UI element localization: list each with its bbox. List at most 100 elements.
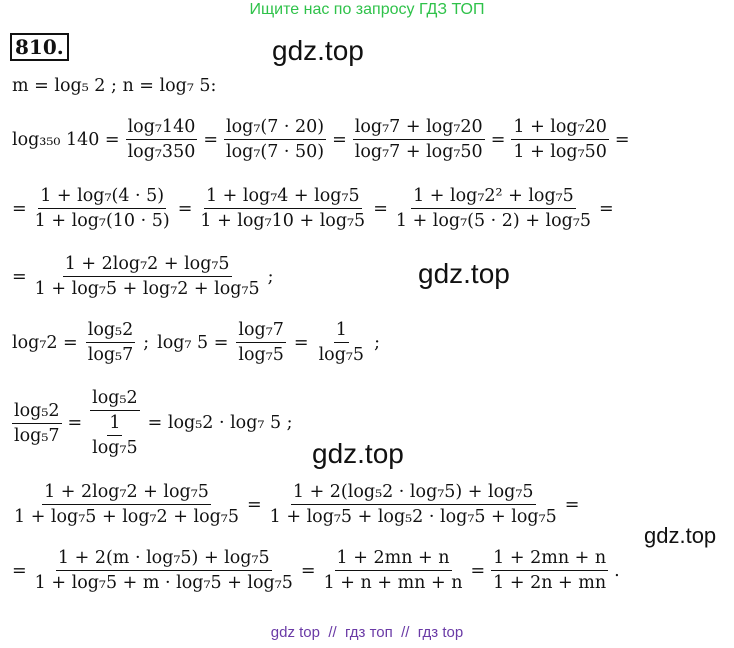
math-text: log₇5 — [238, 345, 284, 365]
math-text: 1 + log₇20 — [513, 117, 607, 137]
math-line: = 1 + 2log₇2 + log₇5 1 + log₇5 + log₇2 + l… — [12, 254, 274, 299]
fraction: 1 + 2(log₅2 · log₇5) + log₇5 1 + log₇5 + … — [268, 482, 559, 527]
numerator: log₅2 — [12, 401, 62, 424]
denominator: 1 + 2n + mn — [491, 571, 608, 593]
math-text: = — [246, 494, 262, 515]
math-text: log₇ 5 = — [157, 332, 229, 353]
fraction: 1 + 2log₇2 + log₇5 1 + log₇5 + log₇2 + lo… — [12, 482, 241, 527]
denominator: log₇7 + log₇50 — [353, 140, 485, 162]
math-text: = log₅2 · log₇ 5 ; — [147, 413, 293, 433]
denominator: 1 + log₇50 — [511, 140, 609, 162]
math-line: 1 + 2log₇2 + log₇5 1 + log₇5 + log₇2 + lo… — [12, 482, 579, 527]
numerator: 1 + 2mn + n — [334, 548, 452, 571]
math-text: = — [300, 560, 316, 581]
denominator: log₇5 — [317, 343, 367, 365]
math-text: log₇5 — [92, 438, 138, 458]
denominator: 1 + log₇(5 · 2) + log₇5 — [394, 209, 593, 231]
math-text: 1 + n + mn + n — [323, 573, 463, 593]
math-text: = — [599, 198, 614, 219]
math-text: log₅2 — [92, 388, 138, 408]
watermark: gdz.top — [418, 258, 510, 289]
math-text: 1 + log₇(5 · 2) + log₇5 — [395, 211, 592, 231]
fraction: 1 + 2log₇2 + log₇5 1 + log₇5 + log₇2 + lo… — [33, 254, 262, 299]
numerator: 1 + log₇2² + log₇5 — [411, 186, 576, 209]
math-text: 1 + log₇10 + log₇5 — [200, 211, 366, 231]
numerator: log₇7 — [236, 320, 286, 343]
denominator: log₅7 — [12, 424, 62, 446]
numerator: 1 — [107, 413, 123, 436]
math-text: log₇7 + log₇50 — [354, 142, 483, 162]
banner[interactable]: Ищите нас по запросу ГДЗ ТОП — [249, 1, 485, 18]
fraction: log₇140 log₇350 — [125, 117, 198, 162]
numerator: log₇140 — [125, 117, 198, 140]
numerator: 1 — [333, 320, 349, 343]
fraction: log₇(7 · 20) log₇(7 · 50) — [224, 117, 327, 162]
numerator: log₅2 — [90, 388, 140, 411]
math-text: log₇140 — [127, 117, 196, 137]
math-text: log₅2 — [87, 320, 134, 340]
math-text: 1 + log₇5 + m · log₇5 + log₇5 — [34, 573, 293, 593]
math-text: 1 + 2mn + n — [493, 548, 607, 568]
math-text: = — [203, 129, 219, 150]
math-text: 1 — [335, 320, 347, 340]
numerator: 1 + 2log₇2 + log₇5 — [62, 254, 232, 277]
problem-number: 810. — [10, 33, 69, 61]
math-text: = — [67, 413, 83, 433]
numerator: log₇(7 · 20) — [224, 117, 327, 140]
math-text: 1 + 2log₇2 + log₇5 — [44, 482, 209, 502]
math-text: 1 — [109, 413, 121, 433]
math-text: log₇7 — [238, 320, 284, 340]
math-text: = — [614, 129, 630, 150]
denominator: log₇350 — [126, 140, 198, 162]
math-text: log₇(7 · 20) — [226, 117, 325, 137]
denominator: 1 + log₇10 + log₇5 — [198, 209, 367, 231]
fraction: 1 + 2mn + n 1 + n + mn + n — [322, 548, 465, 593]
math-line: m = log₅ 2 ; n = log₇ 5: — [12, 76, 216, 96]
math-line: = 1 + log₇(4 · 5) 1 + log₇(10 · 5) = 1 + log… — [12, 186, 614, 231]
math-text: = — [12, 198, 27, 219]
math-text: log₃₅₀ 140 = — [12, 129, 120, 150]
math-text: = — [564, 494, 580, 515]
math-text: 1 + log₇(4 · 5) — [40, 186, 165, 206]
math-line: log₅2 log₅7 = log₅2 1 log₇5 = log₅2 · log₇ 5 ; — [12, 388, 293, 458]
denominator: log₅7 — [86, 343, 136, 365]
math-text: = — [373, 198, 388, 219]
denominator: log₇5 — [236, 343, 286, 365]
denominator: 1 + log₇5 + log₅2 · log₇5 + log₇5 — [268, 505, 559, 527]
math-text: = — [12, 560, 27, 581]
fraction: 1 log₇5 — [317, 320, 367, 365]
fraction: 1 + 2mn + n 1 + 2n + mn — [491, 548, 609, 593]
math-text: 1 + log₇(10 · 5) — [34, 211, 170, 231]
fraction: 1 + log₇(4 · 5) 1 + log₇(10 · 5) — [33, 186, 172, 231]
math-text: 1 + log₇4 + log₇5 — [205, 186, 360, 206]
denominator: log₇(7 · 50) — [224, 140, 326, 162]
math-text: = — [470, 560, 486, 581]
math-line: = 1 + 2(m · log₇5) + log₇5 1 + log₇5 + m ·… — [12, 548, 620, 593]
numerator: 1 + log₇(4 · 5) — [38, 186, 167, 209]
math-text: . — [614, 560, 620, 581]
denominator: 1 log₇5 — [88, 411, 142, 458]
math-text: log₇5 — [318, 345, 365, 365]
numerator: log₅2 — [85, 320, 136, 343]
denominator: 1 + log₇5 + log₇2 + log₇5 — [33, 277, 262, 299]
math-text: log₅7 — [14, 425, 60, 446]
fraction: 1 + log₇2² + log₇5 1 + log₇(5 · 2) + log₇… — [394, 186, 593, 231]
fraction: log₅2 1 log₇5 — [88, 388, 142, 458]
numerator: 1 + log₇20 — [511, 117, 609, 140]
numerator: 1 + 2(log₅2 · log₇5) + log₇5 — [290, 482, 536, 505]
math-text: = — [332, 129, 347, 150]
fraction: log₅2 log₅7 — [85, 320, 136, 365]
math-text: log₇(7 · 50) — [226, 142, 325, 162]
watermark: gdz.top — [272, 35, 364, 66]
watermark: gdz.top — [644, 523, 717, 548]
math-text: 1 + log₇5 + log₅2 · log₇5 + log₇5 — [269, 507, 557, 527]
math-line: log₃₅₀ 140 = log₇140 log₇350 = log₇(7 · 20) l… — [12, 117, 630, 162]
math-text: log₇7 + log₇20 — [354, 117, 483, 137]
denominator: 1 + n + mn + n — [322, 571, 465, 593]
numerator: 1 + 2mn + n — [491, 548, 609, 571]
math-line: log₇2 = log₅2 log₅7; log₇ 5 = log₇7 log₇5 = 1 lo… — [12, 320, 380, 365]
math-text: 1 + log₇5 + log₇2 + log₇5 — [14, 507, 239, 527]
fraction: 1 + 2(m · log₇5) + log₇5 1 + log₇5 + m · … — [33, 548, 295, 593]
math-text: 1 + 2n + mn — [493, 573, 607, 593]
